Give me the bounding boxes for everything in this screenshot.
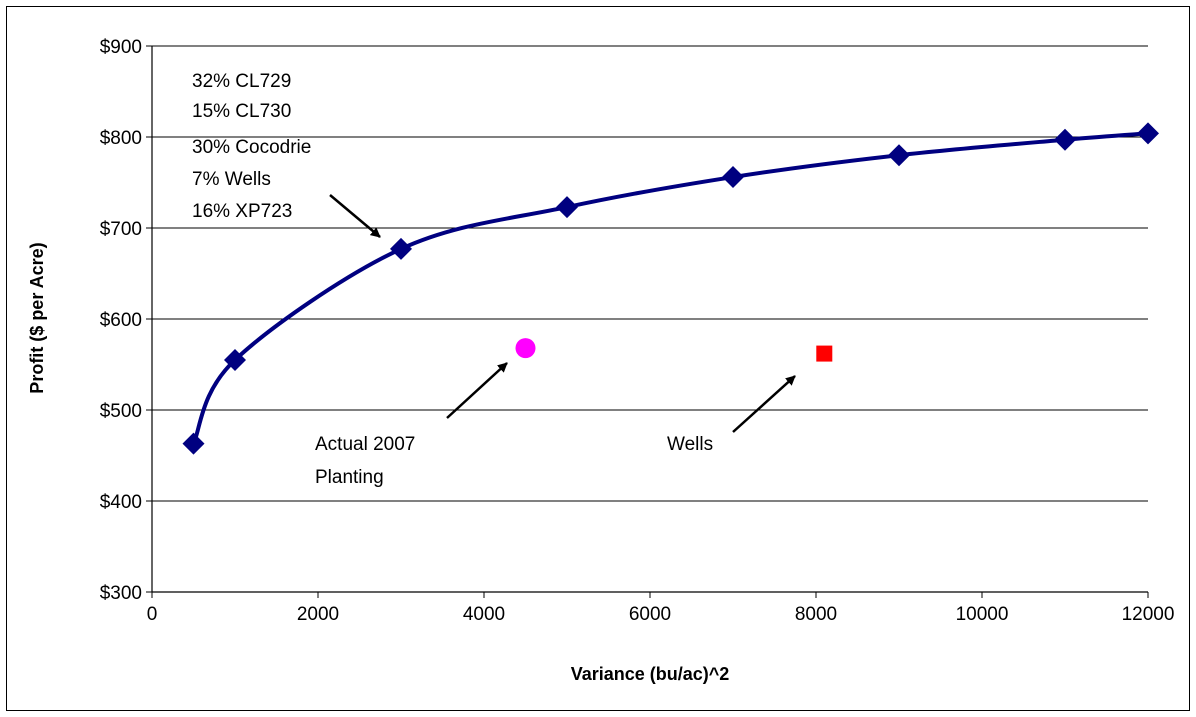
wells-annotation: Wells [667,375,796,455]
y-tick-label: $600 [100,310,142,331]
x-tick-label: 6000 [629,604,671,625]
portfolio-line-4: 7% Wells [192,169,271,190]
frontier-point [1054,128,1076,151]
y-tick-label: $300 [100,583,142,604]
frontier-point [182,432,205,455]
actual-line-2: Planting [315,467,384,488]
actual-planting-point [515,338,536,359]
portfolio-annotation: 32% CL729 15% CL730 30% Cocodrie 7% Well… [192,71,381,238]
portfolio-line-3: 30% Cocodrie [192,137,311,158]
frontier-point [390,237,412,260]
frontier-point [722,166,744,189]
actual-planting-annotation: Actual 2007 Planting [315,362,508,488]
frontier-point [1137,122,1159,145]
portfolio-arrow [329,194,381,238]
gridlines [152,45,1148,502]
x-tick-label: 4000 [463,604,505,625]
x-tick-label: 12000 [1122,604,1175,625]
frontier-line [191,131,1149,445]
frontier-point [888,144,910,167]
x-tick-label: 10000 [956,604,1009,625]
wells-label: Wells [667,434,713,455]
axes [146,45,1149,598]
y-tick-label: $900 [100,37,142,58]
frontier-point [556,196,578,219]
portfolio-line-5: 16% XP723 [192,201,292,222]
y-axis-title: Profit ($ per Acre) [27,242,47,393]
wells-arrow [732,375,796,433]
y-tick-label: $500 [100,401,142,422]
x-tick-label: 8000 [795,604,837,625]
portfolio-line-1: 32% CL729 [192,71,291,92]
chart-frame [6,6,1190,711]
series [182,122,1159,455]
y-tick-label: $800 [100,128,142,149]
x-tick-label: 2000 [297,604,339,625]
y-tick-label: $400 [100,492,142,513]
tick-labels: $300 $400 $500 $600 $700 $800 $900 0 2000 4000 600… [100,37,1175,625]
wells-point [816,345,833,362]
y-tick-label: $700 [100,219,142,240]
x-tick-label: 0 [147,604,158,625]
portfolio-line-2: 15% CL730 [192,101,291,122]
frontier-point [224,348,246,371]
x-axis-title: Variance (bu/ac)^2 [571,664,730,684]
actual-arrow [446,362,508,419]
actual-line-1: Actual 2007 [315,434,415,455]
